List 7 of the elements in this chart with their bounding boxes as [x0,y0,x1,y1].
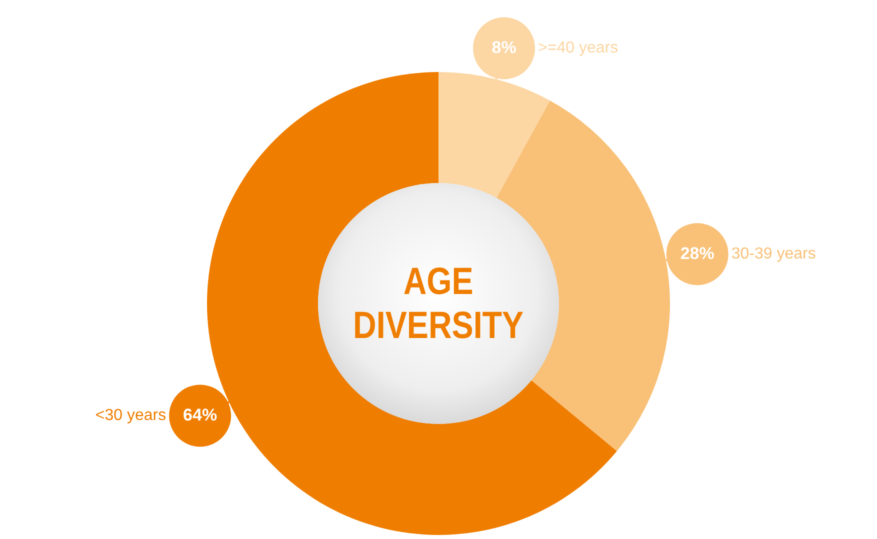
slice-label: <30 years [95,407,166,424]
slice-label: 30-39 years [731,246,816,263]
data-label: 28% [680,244,714,263]
slice-label: >=40 years [538,40,618,57]
data-label: 8% [492,38,516,57]
data-label: 64% [183,405,218,424]
text: AGE DIVERSITY [352,260,525,348]
